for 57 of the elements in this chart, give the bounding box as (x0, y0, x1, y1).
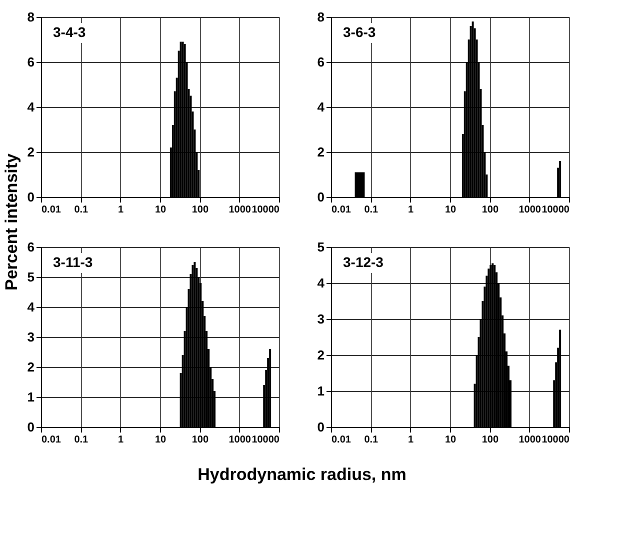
y-tick-label: 1 (27, 390, 34, 404)
x-tick-label: 1 (118, 204, 124, 216)
x-tick-label: 10000 (542, 434, 570, 446)
y-tick-label: 8 (27, 10, 34, 24)
x-tick-label: 100 (192, 434, 209, 446)
y-tick-label: 4 (317, 100, 326, 114)
x-tick-label: 0.01 (332, 204, 352, 216)
x-tick-label: 1 (408, 204, 414, 216)
x-tick-label: 10 (444, 434, 456, 446)
y-tick-label: 2 (27, 360, 34, 374)
y-tick-label: 0 (317, 190, 324, 204)
x-tick-label: 10 (444, 204, 456, 216)
x-tick-label: 100 (482, 204, 499, 216)
x-tick-label: 0.1 (74, 434, 89, 446)
x-axis-title: Hydrodynamic radius, nm (198, 465, 406, 484)
x-tick-label: 0.01 (42, 204, 62, 216)
x-tick-label: 0.1 (364, 204, 379, 216)
y-tick-label: 0 (27, 420, 34, 434)
y-tick-label: 4 (27, 300, 36, 314)
x-tick-label: 1 (408, 434, 414, 446)
annotation: 3-11-3 (53, 254, 93, 270)
y-tick-label: 6 (27, 240, 34, 254)
x-tick-label: 0.1 (74, 204, 89, 216)
y-tick-label: 2 (27, 144, 34, 160)
y-tick-label: 8 (317, 10, 324, 24)
x-tick-label: 1000 (518, 204, 542, 216)
y-tick-label: 0 (317, 420, 324, 434)
x-tick-label: 1000 (228, 204, 252, 216)
y-tick-label: 3 (317, 312, 324, 326)
x-tick-label: 10000 (252, 434, 280, 446)
y-tick-label: 6 (27, 54, 34, 70)
y-tick-label: 0 (27, 190, 34, 204)
y-tick-label: 5 (317, 240, 324, 254)
x-tick-label: 10 (154, 434, 166, 446)
y-axis-title: Percent intensity (2, 152, 21, 290)
x-tick-label: 10 (154, 204, 166, 216)
x-tick-label: 0.01 (332, 434, 352, 446)
y-tick-label: 5 (27, 270, 34, 284)
y-tick-label: 6 (317, 54, 324, 70)
annotation: 3-4-3 (53, 24, 86, 40)
y-tick-label: 2 (317, 348, 324, 362)
y-tick-label: 1 (317, 384, 324, 398)
x-tick-label: 10000 (252, 204, 280, 216)
y-tick-label: 4 (317, 276, 326, 290)
x-tick-label: 0.01 (42, 434, 62, 446)
y-tick-label: 3 (27, 330, 34, 344)
x-tick-label: 1 (118, 434, 124, 446)
x-tick-label: 10000 (542, 204, 570, 216)
annotation: 3-6-3 (343, 24, 376, 40)
x-tick-label: 0.1 (364, 434, 379, 446)
x-tick-label: 100 (192, 204, 209, 216)
x-tick-label: 100 (482, 434, 499, 446)
y-tick-label: 4 (27, 100, 36, 114)
y-tick-label: 2 (317, 144, 324, 160)
x-tick-label: 1000 (518, 434, 542, 446)
annotation: 3-12-3 (343, 254, 384, 270)
x-tick-label: 1000 (228, 434, 252, 446)
